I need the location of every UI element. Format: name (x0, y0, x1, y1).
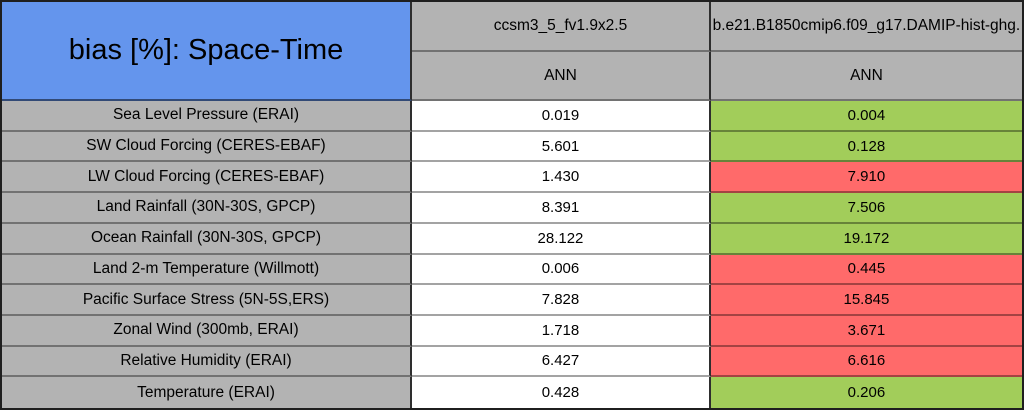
value-text: 0.004 (847, 106, 886, 124)
row-label-text: Sea Level Pressure (ERAI) (112, 106, 300, 124)
value-text: 0.128 (847, 137, 886, 155)
value-cell-model1: 0.006 (412, 254, 711, 286)
value-cell-model2: 6.616 (710, 346, 1022, 378)
value-cell-model1: 28.122 (412, 223, 711, 255)
value-cell-model2: 0.206 (710, 377, 1022, 408)
value-cell-model1: 8.391 (412, 193, 711, 224)
row-label: Land Rainfall (30N-30S, GPCP) (2, 193, 413, 224)
value-cell-model2: 7.910 (710, 162, 1022, 194)
row-label-text: Land Rainfall (30N-30S, GPCP) (96, 198, 316, 216)
row-label-text: Relative Humidity (ERAI) (120, 351, 292, 369)
value-text: 15.845 (843, 291, 890, 309)
value-text: 6.427 (541, 352, 580, 370)
row-label: Sea Level Pressure (ERAI) (2, 101, 413, 132)
value-text: 7.828 (541, 291, 580, 309)
value-text: 0.006 (541, 260, 580, 278)
row-label: Pacific Surface Stress (5N-5S,ERS) (2, 285, 413, 316)
value-cell-model1: 6.427 (412, 346, 711, 378)
value-cell-model1: 0.428 (412, 377, 711, 408)
value-cell-model2: 3.671 (710, 315, 1022, 347)
value-text: 7.910 (847, 168, 886, 186)
row-label: Land 2-m Temperature (Willmott) (2, 254, 413, 286)
value-text: 0.019 (541, 106, 580, 124)
row-label: SW Cloud Forcing (CERES-EBAF) (2, 131, 413, 163)
value-text: 0.206 (847, 384, 886, 402)
value-cell-model2: 0.445 (710, 254, 1022, 286)
value-cell-model1: 1.430 (412, 162, 711, 194)
value-cell-model1: 5.601 (412, 131, 711, 163)
row-label: Ocean Rainfall (30N-30S, GPCP) (2, 223, 413, 255)
value-text: 19.172 (843, 229, 890, 247)
value-text: 28.122 (537, 229, 584, 247)
value-text: 8.391 (541, 198, 580, 216)
value-text: 1.718 (541, 321, 580, 339)
row-label-text: LW Cloud Forcing (CERES-EBAF) (87, 167, 325, 185)
value-cell-model2: 0.128 (710, 131, 1022, 163)
model-2-name: b.e21.B1850cmip6.f09_g17.DAMIP-hist-ghg. (712, 17, 1021, 34)
value-cell-model2: 0.004 (710, 101, 1022, 132)
row-label-text: Ocean Rainfall (30N-30S, GPCP) (91, 229, 322, 247)
value-cell-model1: 7.828 (412, 285, 711, 316)
season-2-label: ANN (850, 66, 883, 84)
column-header-model-2: b.e21.B1850cmip6.f09_g17.DAMIP-hist-ghg. (710, 2, 1022, 52)
table-title-cell: bias [%]: Space-Time (2, 2, 413, 101)
row-label: Zonal Wind (300mb, ERAI) (2, 315, 413, 347)
value-text: 6.616 (847, 352, 886, 370)
value-cell-model2: 15.845 (710, 285, 1022, 316)
value-text: 0.445 (847, 260, 886, 278)
season-1-label: ANN (544, 66, 577, 84)
value-text: 7.506 (847, 198, 886, 216)
model-1-name: ccsm3_5_fv1.9x2.5 (493, 17, 628, 34)
row-label-text: SW Cloud Forcing (CERES-EBAF) (86, 137, 326, 155)
row-label: Relative Humidity (ERAI) (2, 346, 413, 378)
row-label: Temperature (ERAI) (2, 377, 413, 408)
row-label-text: Zonal Wind (300mb, ERAI) (113, 321, 299, 339)
row-label-text: Temperature (ERAI) (137, 383, 275, 401)
row-label: LW Cloud Forcing (CERES-EBAF) (2, 162, 413, 194)
value-cell-model1: 1.718 (412, 315, 711, 347)
value-cell-model1: 0.019 (412, 101, 711, 132)
column-header-season-2: ANN (710, 52, 1022, 101)
column-header-season-1: ANN (412, 52, 711, 101)
value-cell-model2: 19.172 (710, 223, 1022, 255)
table-title: bias [%]: Space-Time (68, 34, 344, 66)
value-text: 5.601 (541, 137, 580, 155)
value-text: 3.671 (847, 321, 886, 339)
value-text: 0.428 (541, 384, 580, 402)
row-label-text: Land 2-m Temperature (Willmott) (92, 259, 320, 277)
column-header-model-1: ccsm3_5_fv1.9x2.5 (412, 2, 711, 52)
value-cell-model2: 7.506 (710, 193, 1022, 224)
value-text: 1.430 (541, 168, 580, 186)
row-label-text: Pacific Surface Stress (5N-5S,ERS) (82, 290, 330, 308)
